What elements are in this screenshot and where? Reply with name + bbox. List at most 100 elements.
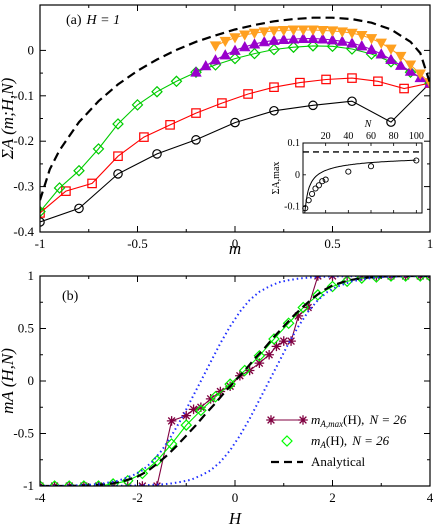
data-point-1: [40, 480, 46, 486]
data-point-2: [170, 75, 183, 88]
data-point-1: [399, 276, 412, 282]
series-layer: [40, 16, 430, 227]
data-point-1: [195, 404, 207, 417]
panel-label-b: (b): [62, 289, 79, 304]
data-point-4: [209, 41, 222, 52]
series-line-0: [40, 82, 430, 223]
data-point-0: [269, 105, 279, 116]
data-point-3: [239, 40, 251, 52]
data-point-0: [166, 416, 177, 426]
legend-name: m: [311, 433, 320, 448]
data-point-4: [229, 33, 241, 44]
data-point-1: [217, 98, 227, 108]
data-point-2: [268, 43, 280, 56]
legend-sub: A: [319, 440, 326, 450]
data-point-3: [248, 38, 261, 49]
data-point-1: [238, 364, 251, 377]
data-point-4: [395, 51, 407, 63]
inset-x-tick-label: 20: [321, 131, 331, 142]
data-point-0: [40, 217, 45, 227]
inset-y-tick-label: 0: [295, 170, 300, 181]
data-point-3: [307, 32, 319, 44]
data-point-2: [112, 118, 124, 130]
data-point-3: [278, 33, 290, 44]
data-point-1: [347, 73, 357, 83]
data-point-4: [297, 25, 309, 36]
y-tick-label: -1: [23, 478, 34, 493]
series-line-0: [40, 276, 430, 486]
data-point-3: [297, 32, 309, 44]
data-point-0: [271, 341, 282, 352]
data-point-3: [287, 33, 300, 44]
data-point-1: [191, 108, 201, 118]
data-point-0: [205, 394, 216, 404]
series-line-5: [40, 16, 430, 201]
series-layer: [40, 276, 430, 486]
data-point-3: [258, 35, 270, 47]
inset-data-point: [312, 185, 319, 192]
data-point-1: [399, 83, 409, 94]
data-point-4: [336, 27, 348, 38]
data-point-0: [230, 117, 240, 128]
y-tick-label: 0: [28, 42, 35, 57]
inset-data-point: [345, 168, 352, 175]
data-point-3: [190, 66, 202, 77]
panel-label-a: (a) H = 1: [66, 13, 120, 28]
x-tick-label: 0: [232, 236, 239, 251]
data-point-0: [308, 100, 318, 111]
panel-0: -1 -0.5 0 0.5 1 -0.4 -0.3 -0.2 -0.1 0 (a) H = 1 m ΣA …: [0, 4, 433, 258]
data-point-3: [326, 34, 339, 45]
x-tick-label: 0.5: [324, 236, 340, 251]
legend-n: N = 26: [351, 433, 389, 448]
plot-frame: [39, 275, 431, 487]
x-tick-label: -2: [132, 490, 143, 505]
legend-n: N = 26: [368, 412, 406, 427]
data-point-0: [113, 169, 123, 179]
data-point-0: [347, 96, 357, 107]
data-point-4: [287, 25, 300, 36]
y-axis-label-b: mA (H,N): [0, 348, 17, 414]
data-point-0: [215, 386, 226, 397]
data-point-1: [63, 480, 76, 486]
series-line-2: [40, 45, 430, 212]
data-point-3: [229, 44, 241, 55]
data-point-2: [73, 164, 85, 177]
inset-frame: [302, 142, 423, 214]
data-point-0: [191, 135, 201, 145]
data-point-3: [404, 65, 417, 76]
data-point-3: [200, 60, 212, 71]
legend-name: m: [311, 412, 320, 427]
y-tick-label: -0.2: [13, 133, 34, 148]
data-point-1: [385, 276, 397, 282]
data-point-1: [326, 280, 339, 293]
data-point-1: [321, 74, 331, 85]
data-point-3: [209, 54, 222, 65]
data-point-4: [414, 69, 426, 80]
data-point-4: [307, 25, 319, 36]
data-point-1: [414, 276, 427, 282]
inset-data-point: [302, 205, 309, 212]
data-point-1: [224, 378, 236, 390]
series-line-2: [40, 276, 430, 486]
data-point-0: [254, 358, 265, 368]
x-tick-label: 4: [427, 490, 434, 505]
data-point-0: [181, 410, 192, 421]
inset: 20 40 60 80 100 -0.1 0 0.1 N ΣA,max: [271, 119, 424, 214]
data-point-1: [253, 349, 266, 362]
data-point-0: [386, 117, 396, 127]
legend-label-1: mA(H), N = 26: [311, 433, 390, 450]
data-point-4: [385, 44, 397, 55]
data-point-0: [74, 203, 84, 214]
data-point-1: [209, 390, 222, 403]
data-point-3: [395, 59, 407, 70]
inset-x-tick-label: 60: [366, 131, 376, 142]
x-tick-label: -1: [35, 236, 46, 251]
data-point-2: [92, 143, 105, 155]
x-axis-label-b: H: [228, 509, 243, 528]
data-point-4: [404, 60, 417, 71]
data-point-1: [312, 289, 324, 301]
panel-1: -4 -2 0 2 4-1-0.500.51(b)HmA (H,N)mA,max(H),…: [0, 268, 434, 528]
legend-label-0: mA,max(H), N = 26: [311, 412, 407, 429]
